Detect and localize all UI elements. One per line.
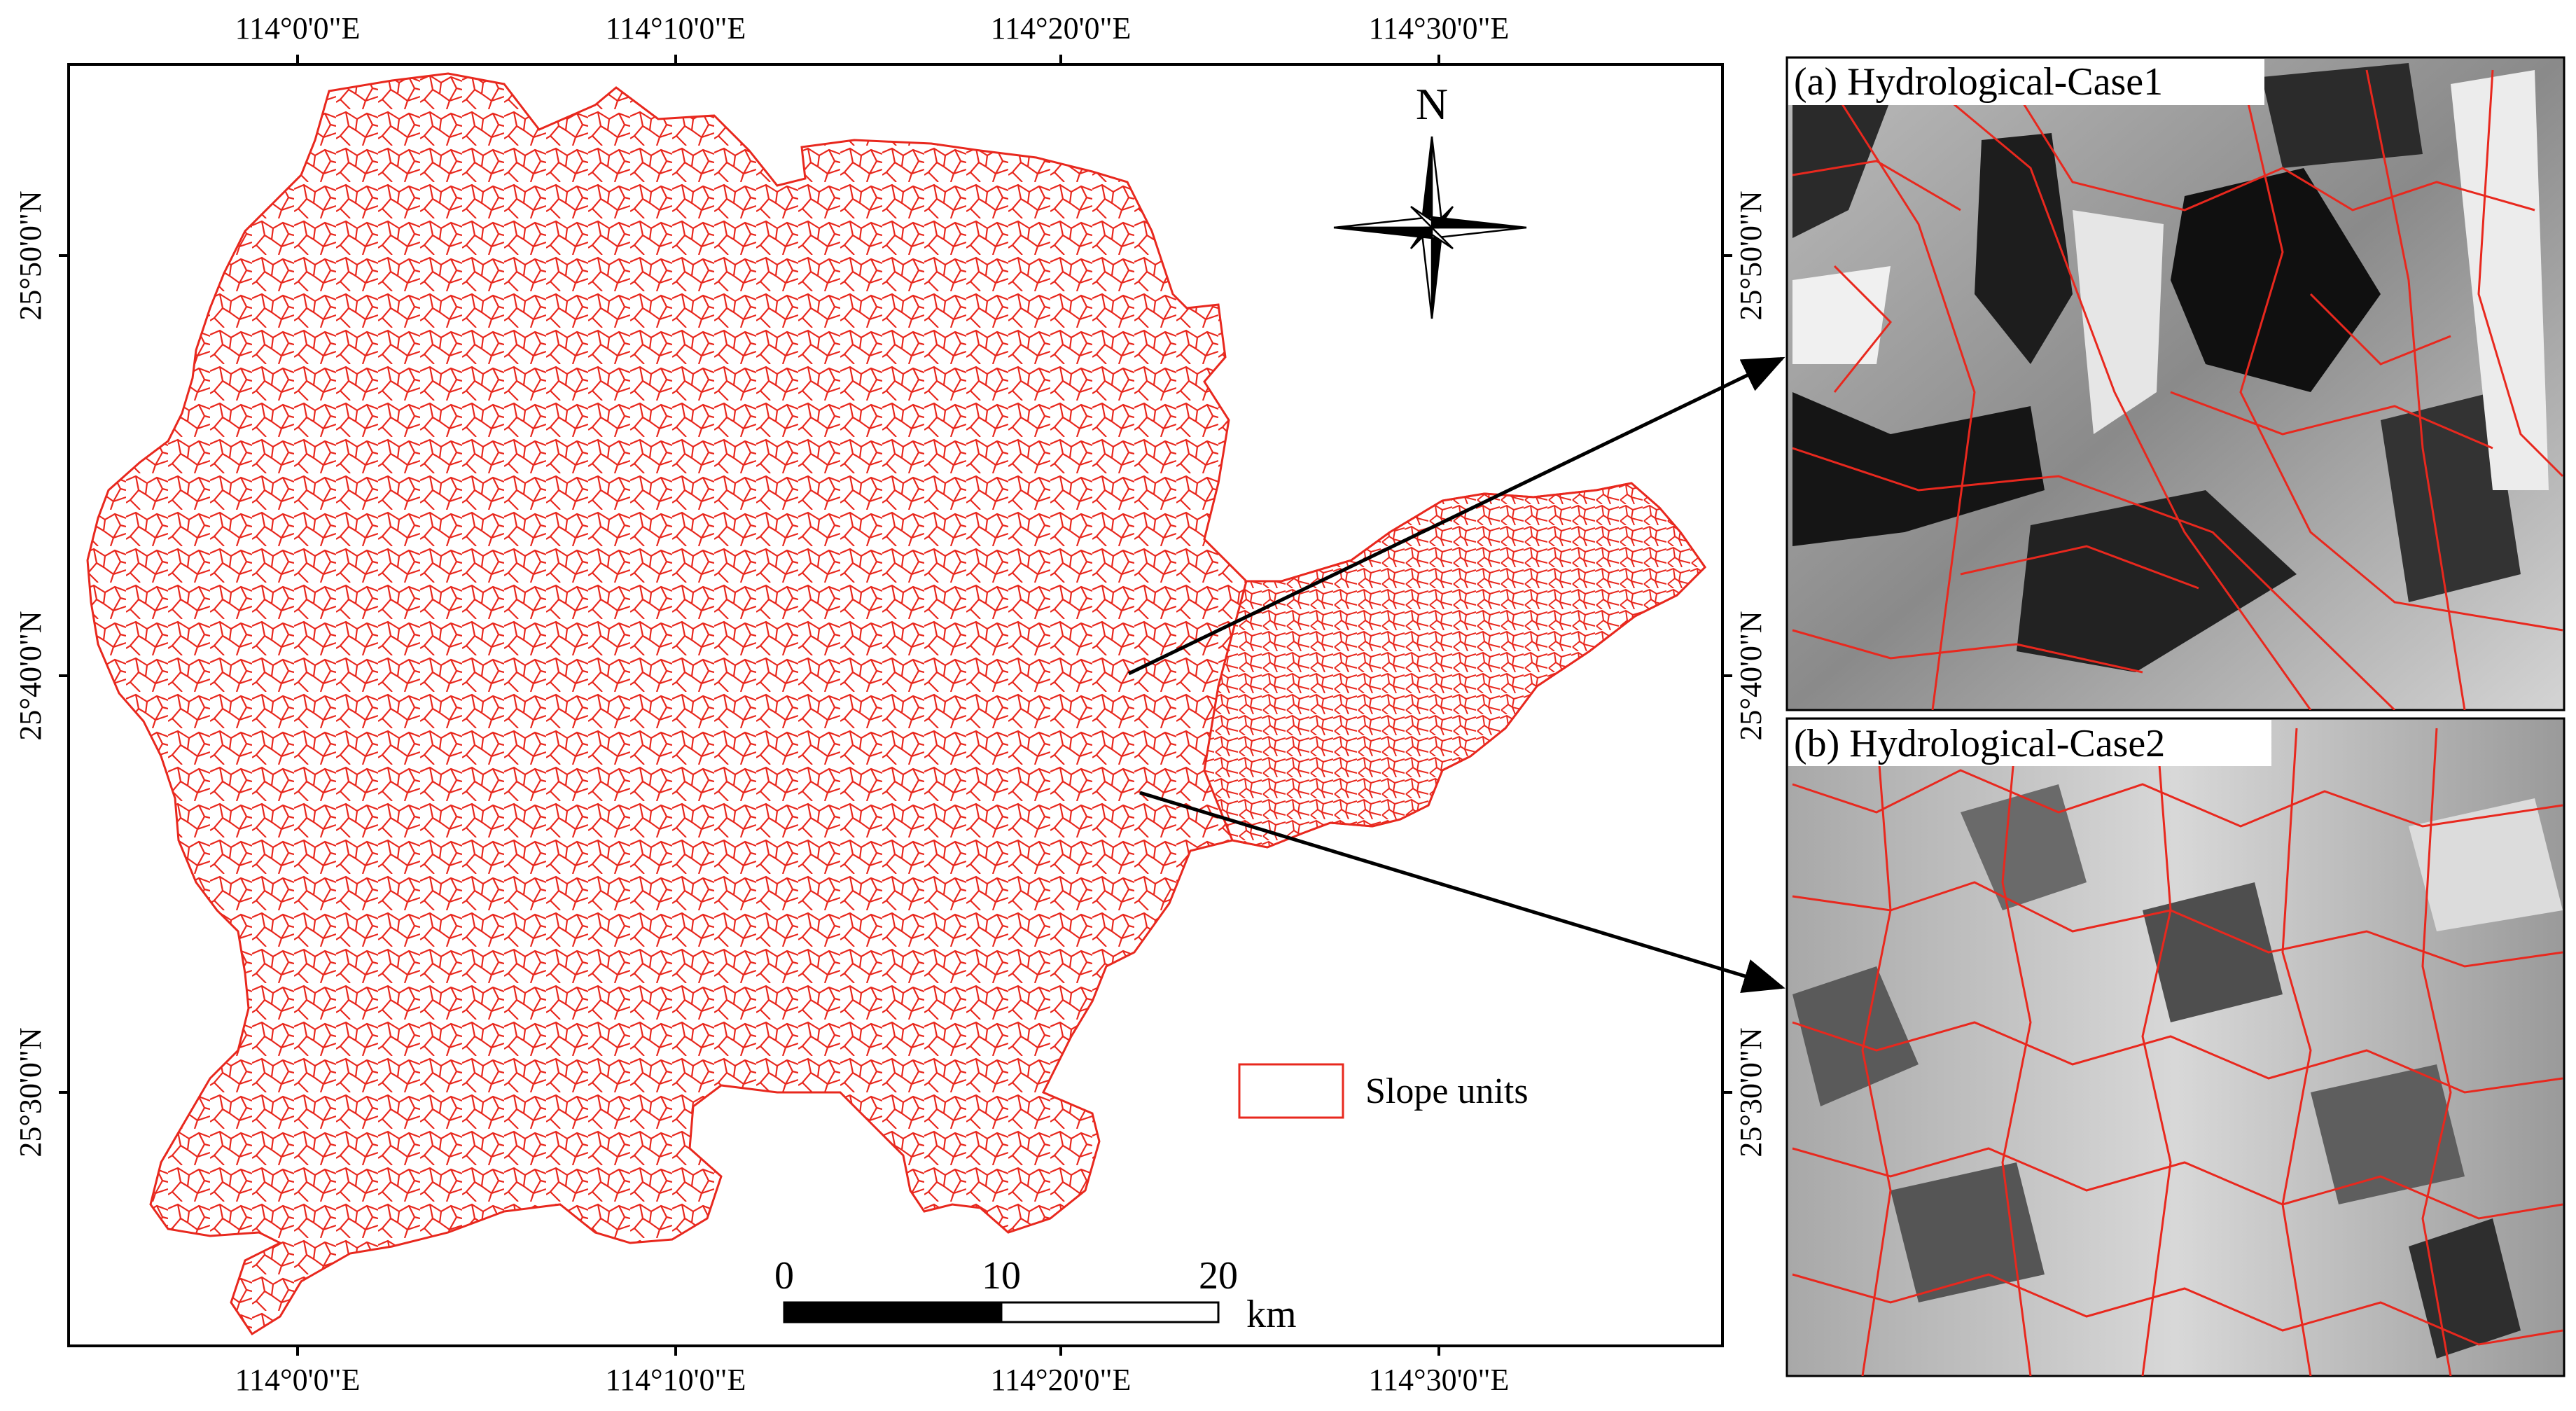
- bottom-lon-label: 114°0'0"E: [235, 1363, 361, 1397]
- panel-b: (b) Hydrological-Case2: [1785, 717, 2565, 1377]
- panel-b-hillshade: [1792, 728, 2563, 1376]
- top-lon-label: 114°30'0"E: [1369, 11, 1510, 46]
- zoom-arrow-b: [1139, 791, 1785, 993]
- north-arrow: N: [1333, 79, 1527, 319]
- left-lat-label: 25°50'0"N: [13, 190, 48, 320]
- right-lat-ticks: [1722, 254, 1732, 1094]
- top-lon-ticks: [296, 55, 1440, 64]
- right-lat-label: 25°50'0"N: [1734, 190, 1768, 320]
- right-lat-label: 25°30'0"N: [1734, 1027, 1768, 1157]
- scale-bar: 0 10 20 km: [774, 1254, 1297, 1336]
- left-lat-label: 25°40'0"N: [13, 611, 48, 740]
- bottom-lon-label: 114°30'0"E: [1369, 1363, 1510, 1397]
- top-lon-label: 114°0'0"E: [235, 11, 361, 46]
- panel-b-title: (b) Hydrological-Case2: [1794, 722, 2165, 765]
- scale-tick-label: 10: [982, 1254, 1021, 1298]
- north-label: N: [1416, 79, 1448, 129]
- scale-tick-label: 0: [774, 1254, 794, 1298]
- top-lon-label: 114°20'0"E: [991, 11, 1132, 46]
- scale-unit-label: km: [1246, 1293, 1297, 1336]
- right-lat-labels: 25°50'0"N 25°40'0"N 25°30'0"N: [1734, 190, 1768, 1157]
- legend: Slope units: [1238, 1063, 1529, 1119]
- right-lat-label: 25°40'0"N: [1734, 611, 1768, 740]
- legend-label: Slope units: [1365, 1071, 1529, 1111]
- left-lat-ticks: [59, 254, 69, 1094]
- panel-a-hillshade: [1792, 62, 2564, 710]
- left-lat-label: 25°30'0"N: [13, 1027, 48, 1157]
- top-lon-label: 114°10'0"E: [606, 11, 746, 46]
- zoom-arrow-a: [1127, 356, 1785, 676]
- legend-symbol: [1238, 1063, 1344, 1119]
- bottom-lon-ticks: [296, 1346, 1440, 1356]
- top-lon-labels: 114°0'0"E 114°10'0"E 114°20'0"E 114°30'0…: [235, 11, 1510, 46]
- compass-rose-icon: [1333, 136, 1527, 319]
- panel-a: (a) Hydrological-Case1: [1785, 56, 2565, 711]
- left-lat-labels: 25°50'0"N 25°40'0"N 25°30'0"N: [13, 190, 48, 1157]
- bottom-lon-labels: 114°0'0"E 114°10'0"E 114°20'0"E 114°30'0…: [235, 1363, 1510, 1397]
- bottom-lon-label: 114°10'0"E: [606, 1363, 746, 1397]
- study-area-slope-units: [86, 72, 1706, 1336]
- bottom-lon-label: 114°20'0"E: [991, 1363, 1132, 1397]
- scale-tick-label: 20: [1199, 1254, 1238, 1298]
- panel-a-title: (a) Hydrological-Case1: [1794, 60, 2163, 104]
